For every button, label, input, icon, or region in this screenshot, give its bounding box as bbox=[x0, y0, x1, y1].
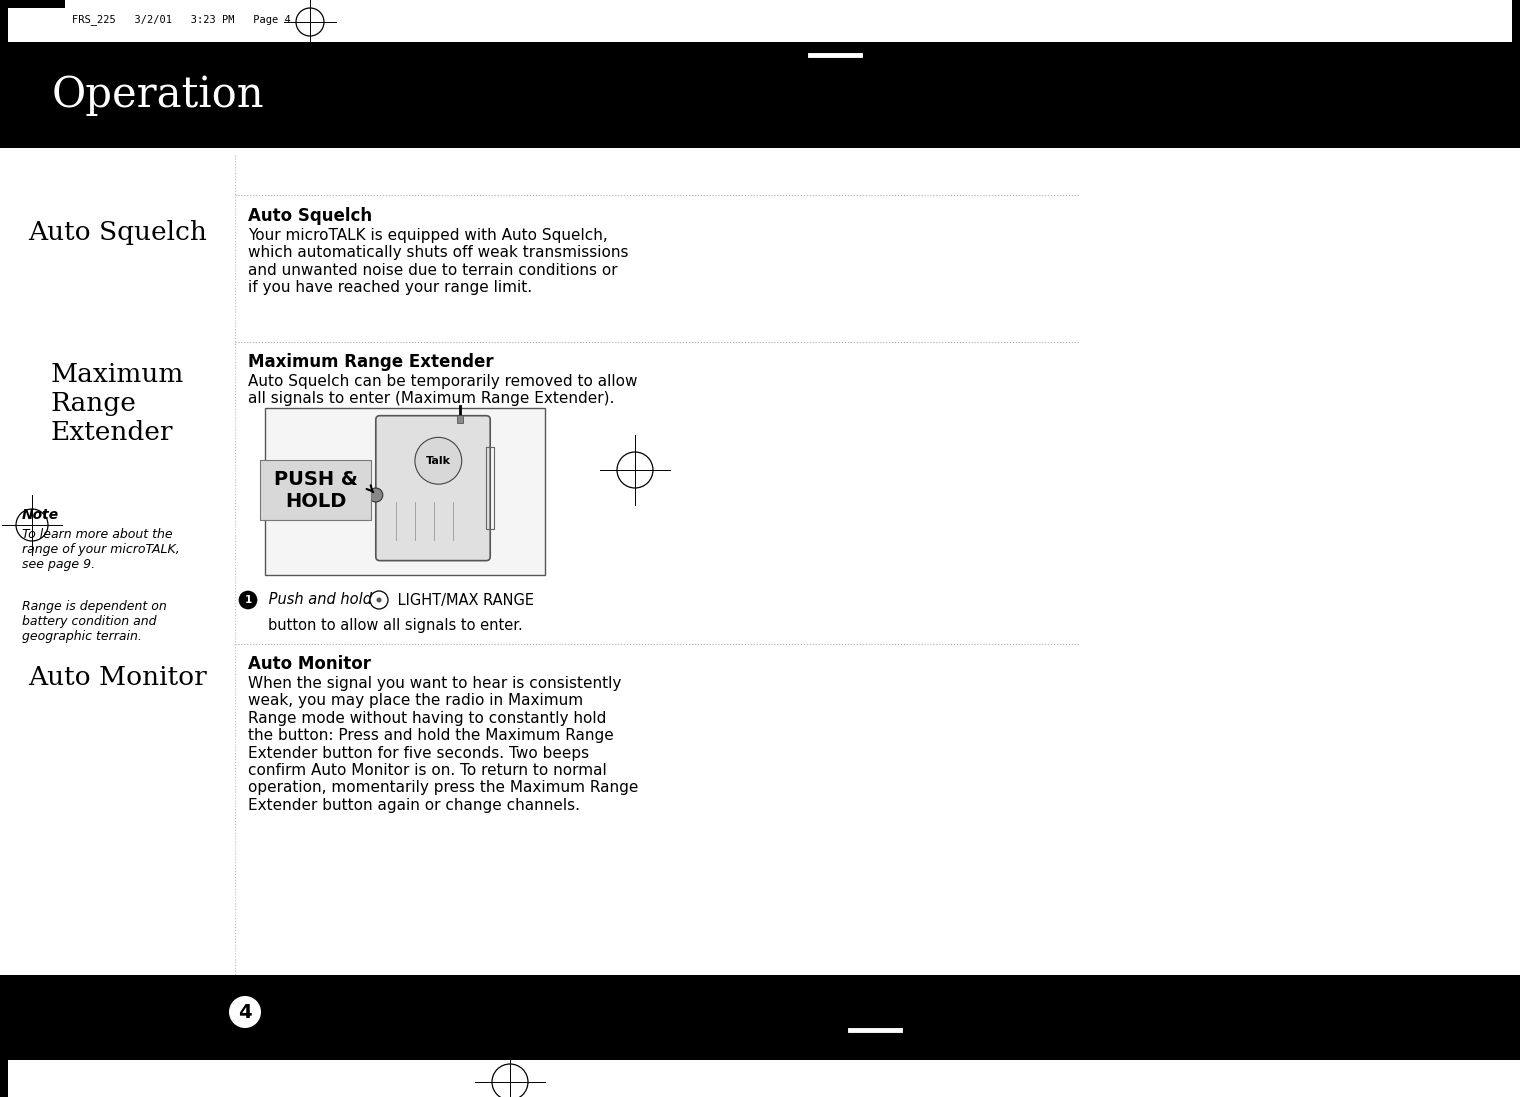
Text: Auto Squelch: Auto Squelch bbox=[27, 220, 207, 245]
Bar bbox=[0, 1055, 8, 1097]
Text: To learn more about the
range of your microTALK,
see page 9.: To learn more about the range of your mi… bbox=[21, 528, 179, 572]
Circle shape bbox=[377, 598, 382, 602]
Text: Note: Note bbox=[21, 508, 59, 522]
Text: Auto Squelch can be temporarily removed to allow
all signals to enter (Maximum R: Auto Squelch can be temporarily removed … bbox=[248, 374, 637, 406]
FancyBboxPatch shape bbox=[375, 416, 489, 561]
Bar bbox=[456, 415, 462, 422]
Text: 1: 1 bbox=[245, 595, 252, 606]
Text: 4: 4 bbox=[239, 1003, 252, 1021]
Bar bbox=[260, 460, 371, 520]
Circle shape bbox=[239, 591, 257, 609]
Text: When the signal you want to hear is consistently
weak, you may place the radio i: When the signal you want to hear is cons… bbox=[248, 676, 638, 813]
Text: Auto Monitor: Auto Monitor bbox=[248, 655, 371, 672]
Text: Talk: Talk bbox=[426, 455, 451, 466]
Text: Push and hold: Push and hold bbox=[264, 592, 372, 608]
Text: FRS_225   3/2/01   3:23 PM   Page 4: FRS_225 3/2/01 3:23 PM Page 4 bbox=[71, 14, 290, 25]
Text: Maximum
Range
Extender: Maximum Range Extender bbox=[50, 362, 184, 445]
Text: PUSH &
HOLD: PUSH & HOLD bbox=[274, 470, 357, 511]
Text: Maximum Range Extender: Maximum Range Extender bbox=[248, 353, 494, 371]
Text: Auto Squelch: Auto Squelch bbox=[248, 207, 372, 225]
Text: Auto Monitor: Auto Monitor bbox=[29, 665, 207, 690]
Circle shape bbox=[369, 488, 383, 502]
Bar bbox=[0, 42, 1520, 148]
Text: Range is dependent on
battery condition and
geographic terrain.: Range is dependent on battery condition … bbox=[21, 600, 167, 643]
Bar bbox=[1512, 0, 1520, 70]
Circle shape bbox=[415, 438, 462, 484]
Bar bbox=[264, 408, 546, 575]
Bar bbox=[0, 0, 8, 70]
Text: LIGHT/MAX RANGE: LIGHT/MAX RANGE bbox=[394, 592, 534, 608]
Bar bbox=[0, 975, 1520, 1060]
Text: Operation: Operation bbox=[52, 73, 264, 116]
Circle shape bbox=[369, 591, 388, 609]
Text: button to allow all signals to enter.: button to allow all signals to enter. bbox=[268, 618, 523, 633]
Text: Your microTALK is equipped with Auto Squelch,
which automatically shuts off weak: Your microTALK is equipped with Auto Squ… bbox=[248, 228, 628, 295]
Circle shape bbox=[230, 996, 261, 1028]
Bar bbox=[0, 0, 65, 8]
